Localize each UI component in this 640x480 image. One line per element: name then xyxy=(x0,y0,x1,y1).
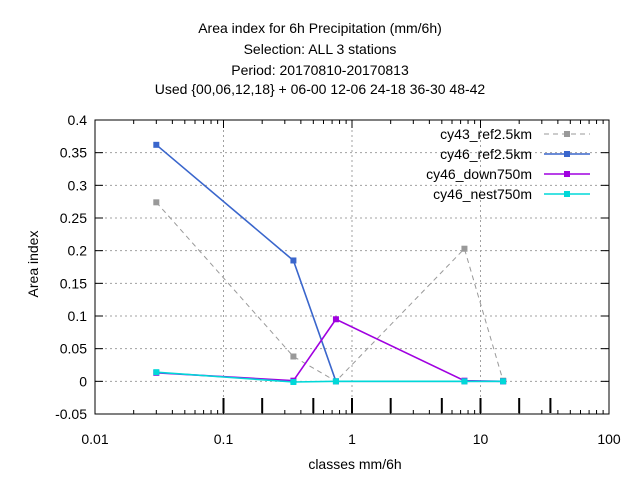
series-cy43_ref2.5km xyxy=(153,199,507,385)
data-point xyxy=(461,378,468,385)
chart-title-line-3: Period: 20170810-20170813 xyxy=(231,62,409,78)
legend-marker xyxy=(564,171,570,177)
x-tick-label: 1 xyxy=(348,431,356,447)
grid xyxy=(95,120,609,414)
legend-item: cy46_nest750m xyxy=(433,186,590,202)
y-tick-label: 0.3 xyxy=(68,177,88,193)
chart-title-line-1: Area index for 6h Precipitation (mm/6h) xyxy=(198,20,442,36)
chart-title-line-2: Selection: ALL 3 stations xyxy=(243,41,397,57)
y-tick-label: 0.1 xyxy=(68,308,88,324)
legend-item: cy46_ref2.5km xyxy=(440,146,590,162)
data-point xyxy=(500,378,507,385)
data-point xyxy=(332,378,339,385)
data-point xyxy=(153,199,160,206)
series-cy46_nest750m xyxy=(153,369,507,385)
plot-frame xyxy=(94,119,610,415)
y-tick-label: 0.35 xyxy=(60,145,87,161)
legend-label: cy46_ref2.5km xyxy=(440,146,532,162)
data-point xyxy=(290,257,297,264)
x-tick-label: 100 xyxy=(597,431,621,447)
y-tick-label: 0.2 xyxy=(68,243,88,259)
data-point xyxy=(153,141,160,148)
legend: cy43_ref2.5km cy46_ref2.5km cy46_down750mc… xyxy=(426,126,590,202)
legend-marker xyxy=(564,151,570,157)
data-point xyxy=(332,316,339,323)
legend-marker xyxy=(564,191,570,197)
legend-label: cy46_nest750m xyxy=(433,186,532,202)
chart-title-line-4: Used {00,06,12,18} + 06-00 12-06 24-18 3… xyxy=(154,81,486,97)
data-point xyxy=(290,353,297,360)
y-tick-label: 0.05 xyxy=(60,341,87,357)
y-tick-label: 0.4 xyxy=(68,112,88,128)
y-tick-label: 0 xyxy=(79,373,87,389)
legend-item: cy43_ref2.5km xyxy=(440,126,590,142)
data-point xyxy=(153,369,160,376)
x-tick-label: 0.01 xyxy=(81,431,108,447)
series-line xyxy=(156,318,504,383)
y-tick-label: 0.15 xyxy=(60,275,87,291)
series-line xyxy=(155,201,504,382)
series-lines xyxy=(153,141,507,385)
x-tick-label: 10 xyxy=(473,431,489,447)
legend-marker xyxy=(564,131,570,137)
class-markers xyxy=(222,398,552,413)
x-axis-label: classes mm/6h xyxy=(308,456,402,472)
y-tick-label: -0.05 xyxy=(55,406,87,422)
data-point xyxy=(290,378,297,385)
legend-label: cy43_ref2.5km xyxy=(440,126,532,142)
x-tick-label: 0.1 xyxy=(214,431,234,447)
y-tick-label: 0.25 xyxy=(60,210,87,226)
series-cy46_down750m xyxy=(153,316,507,385)
legend-item: cy46_down750m xyxy=(426,166,590,182)
axis-ticks: -0.05 0 0.05 0.1 0.15 0.2 0.25 0.3 0.35 0.4 0.01 0.… xyxy=(55,112,621,447)
legend-label: cy46_down750m xyxy=(426,166,532,182)
data-point xyxy=(461,245,468,252)
